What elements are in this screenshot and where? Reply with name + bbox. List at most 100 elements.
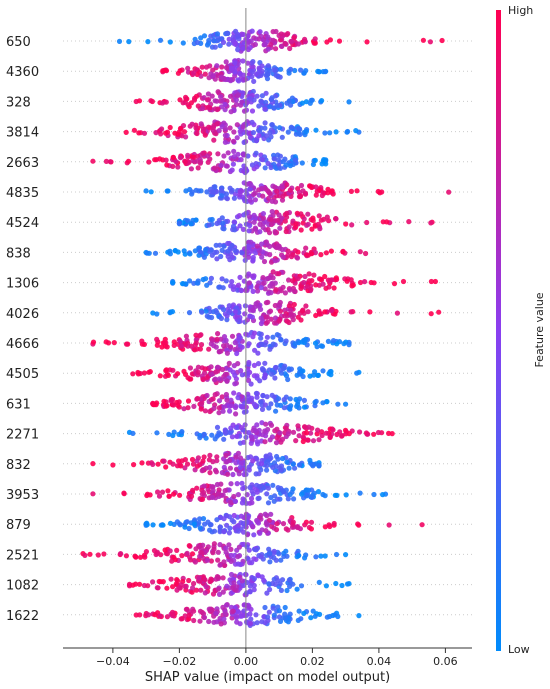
shap-point xyxy=(251,362,257,368)
shap-point xyxy=(221,529,227,535)
shap-point xyxy=(216,410,222,416)
shap-point xyxy=(231,219,237,225)
shap-point xyxy=(296,552,302,559)
shap-point xyxy=(249,28,255,34)
shap-point xyxy=(130,430,136,436)
shap-point xyxy=(273,28,279,35)
shap-point xyxy=(310,217,316,223)
shap-point xyxy=(267,586,273,593)
shap-point xyxy=(191,521,197,527)
shap-point xyxy=(227,577,233,583)
shap-point xyxy=(285,496,291,502)
shap-point xyxy=(214,481,220,488)
shap-point xyxy=(246,467,252,473)
shap-point xyxy=(233,314,239,320)
shap-point xyxy=(143,549,149,555)
shap-point xyxy=(273,557,279,563)
shap-point xyxy=(206,314,212,320)
shap-point xyxy=(322,69,328,75)
shap-point xyxy=(202,132,208,138)
shap-point xyxy=(296,462,302,468)
shap-point xyxy=(333,275,339,281)
shap-point xyxy=(265,63,271,69)
shap-point xyxy=(218,315,224,321)
shap-point xyxy=(332,492,338,498)
shap-point xyxy=(237,274,243,280)
shap-point xyxy=(251,78,257,84)
shap-point xyxy=(427,39,433,45)
x-axis-label: SHAP value (impact on model output) xyxy=(145,670,390,685)
shap-point xyxy=(250,523,256,530)
shap-point xyxy=(330,427,336,433)
shap-point xyxy=(296,608,302,614)
shap-point xyxy=(271,67,277,73)
shap-point xyxy=(186,525,192,532)
shap-point xyxy=(167,124,173,131)
shap-point xyxy=(194,463,201,469)
shap-point xyxy=(228,552,234,559)
shap-point xyxy=(204,392,210,399)
shap-point xyxy=(224,163,230,169)
shap-point xyxy=(223,337,229,343)
shap-point xyxy=(235,528,242,534)
shap-point xyxy=(282,615,288,621)
shap-point xyxy=(325,190,331,196)
shap-point xyxy=(130,371,136,377)
shap-point xyxy=(280,254,286,260)
shap-point xyxy=(233,615,240,621)
shap-point xyxy=(278,467,284,473)
shap-point xyxy=(198,406,204,412)
shap-point xyxy=(224,313,230,319)
shap-point xyxy=(248,239,254,245)
shap-point xyxy=(189,589,195,595)
shap-point xyxy=(235,609,241,615)
shap-point xyxy=(316,579,322,586)
shap-point xyxy=(248,284,254,290)
shap-point xyxy=(177,492,183,498)
shap-point xyxy=(186,310,193,316)
shap-point xyxy=(256,69,262,75)
shap-point xyxy=(268,41,274,47)
shap-point xyxy=(230,34,237,40)
shap-point xyxy=(223,59,229,65)
shap-point xyxy=(315,372,321,378)
shap-point xyxy=(322,493,328,499)
shap-point xyxy=(204,42,211,48)
shap-point xyxy=(259,254,265,260)
shap-point xyxy=(300,438,306,445)
shap-point xyxy=(189,551,196,557)
shap-point xyxy=(298,67,304,73)
shap-point xyxy=(217,242,223,248)
shap-point xyxy=(269,392,275,398)
shap-point xyxy=(218,621,224,627)
shap-point xyxy=(207,578,213,585)
shap-point xyxy=(235,282,242,288)
shap-point xyxy=(253,547,259,553)
shap-point xyxy=(247,454,254,460)
shap-point xyxy=(147,492,153,498)
shap-point xyxy=(285,431,291,437)
shap-point xyxy=(316,69,322,75)
shap-point xyxy=(247,44,253,51)
shap-point xyxy=(339,433,345,439)
shap-point xyxy=(320,368,326,374)
shap-point xyxy=(207,470,213,476)
shap-point xyxy=(176,399,182,405)
shap-point xyxy=(322,273,328,280)
shap-point xyxy=(313,282,319,288)
shap-point xyxy=(143,188,149,194)
shap-point xyxy=(137,554,144,560)
shap-point xyxy=(193,93,200,99)
shap-point xyxy=(198,332,204,338)
shap-point xyxy=(301,279,307,286)
shap-point xyxy=(221,343,227,349)
shap-point xyxy=(202,408,208,414)
shap-point xyxy=(323,161,329,167)
shap-point xyxy=(176,220,182,226)
shap-point xyxy=(162,547,168,553)
shap-point xyxy=(247,583,253,589)
shap-point xyxy=(295,423,301,429)
shap-point xyxy=(233,411,239,417)
shap-point xyxy=(177,522,183,528)
shap-point xyxy=(277,299,283,306)
